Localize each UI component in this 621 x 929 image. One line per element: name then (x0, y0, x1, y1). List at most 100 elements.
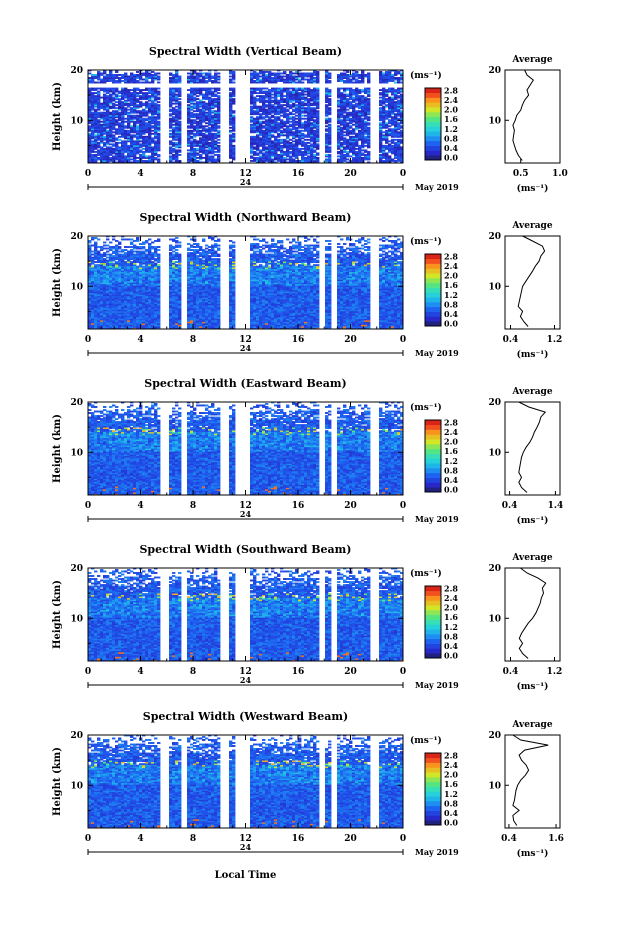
heatmap-cell (289, 74, 293, 76)
heatmap-cell (286, 141, 290, 144)
heatmap-cell (112, 159, 116, 162)
heatmap-cell (136, 110, 140, 113)
heatmap-cell (169, 78, 173, 81)
heatmap-cell (343, 110, 347, 113)
heatmap-cell (379, 126, 383, 129)
heatmap-cell (385, 72, 389, 75)
heatmap-cell (259, 95, 263, 98)
heatmap-cell (364, 129, 368, 132)
heatmap-cell (106, 110, 110, 113)
heatmap-cell (187, 77, 191, 79)
heatmap-cell (124, 77, 128, 79)
heatmap-cell (394, 135, 398, 138)
heatmap-cell (94, 98, 98, 101)
heatmap-cell (190, 153, 194, 156)
heatmap-cell (91, 95, 95, 98)
heatmap-cell (298, 138, 302, 141)
heatmap-cell (148, 111, 152, 114)
heatmap-cell (295, 105, 299, 108)
heatmap-cell (94, 102, 98, 105)
heatmap-cell (367, 98, 371, 101)
heatmap-cell (118, 159, 122, 162)
heatmap-cell (271, 93, 275, 96)
heatmap-cell (352, 123, 356, 126)
heatmap-cell (91, 303, 95, 306)
heatmap-cell (94, 141, 98, 144)
heatmap-cell (394, 129, 398, 132)
heatmap-cell (379, 72, 383, 75)
heatmap-cell (118, 268, 122, 271)
heatmap-cell (199, 125, 203, 128)
heatmap-cell (118, 264, 122, 267)
heatmap-cell (337, 89, 341, 92)
heatmap-cell (205, 135, 209, 138)
heatmap-cell (316, 89, 320, 92)
heatmap-cell (100, 322, 104, 325)
heatmap-cell (112, 295, 116, 298)
heatmap-cell (136, 131, 140, 134)
heatmap-cell (310, 114, 314, 117)
heatmap-cell (268, 108, 272, 111)
heatmap-cell (196, 143, 200, 146)
heatmap-cell (94, 114, 98, 117)
heatmap-cell (379, 144, 383, 147)
heatmap-cell (367, 101, 371, 104)
heatmap-cell (100, 126, 104, 129)
heatmap-cell (136, 137, 140, 140)
heatmap-cell (274, 141, 278, 144)
heatmap-cell (109, 309, 113, 312)
heatmap-cell (328, 81, 332, 84)
heatmap-cell (328, 93, 332, 96)
heatmap-cell (277, 158, 281, 161)
heatmap-cell (394, 126, 398, 129)
heatmap-cell (298, 80, 302, 82)
heatmap-cell (100, 256, 104, 259)
heatmap-cell (193, 129, 197, 132)
heatmap-cell (130, 141, 134, 144)
heatmap-cell (88, 138, 92, 141)
heatmap-cell (313, 155, 317, 158)
heatmap-cell (148, 137, 152, 140)
heatmap-cell (262, 108, 266, 111)
heatmap-cell (115, 250, 119, 253)
heatmap-cell (157, 72, 161, 75)
heatmap-cell (382, 80, 386, 82)
heatmap-cell (277, 126, 281, 129)
heatmap-cell (256, 72, 260, 75)
heatmap-cell (133, 90, 137, 93)
heatmap-cell (193, 155, 197, 158)
heatmap-cell (97, 152, 101, 155)
heatmap-cell (307, 102, 311, 105)
heatmap-cell (115, 255, 119, 258)
heatmap-cell (142, 159, 146, 162)
heatmap-cell (196, 125, 200, 128)
heatmap-cell (400, 129, 404, 132)
heatmap-cell (112, 77, 116, 79)
heatmap-cell (91, 80, 95, 82)
heatmap-cell (178, 125, 182, 128)
heatmap-cell (115, 301, 119, 304)
heatmap-cell (142, 131, 146, 134)
heatmap-cell (100, 315, 104, 318)
heatmap-cell (175, 132, 179, 135)
heatmap-cell (274, 155, 278, 158)
heatmap-cell (346, 123, 350, 126)
heatmap-cell (121, 144, 125, 147)
heatmap-cell (337, 105, 341, 108)
heatmap-cell (136, 161, 140, 164)
heatmap-cell (196, 152, 200, 155)
heatmap-cell (307, 75, 311, 78)
heatmap-cell (256, 107, 260, 110)
heatmap-cell (118, 161, 122, 164)
heatmap-cell (328, 89, 332, 92)
heatmap-cell (214, 87, 218, 90)
heatmap-cell (94, 99, 98, 102)
heatmap-cell (229, 71, 233, 73)
heatmap-cell (379, 75, 383, 78)
heatmap-cell (295, 141, 299, 144)
heatmap-cell (214, 129, 218, 132)
heatmap-cell (100, 283, 104, 286)
heatmap-cell (343, 72, 347, 75)
heatmap-cell (88, 159, 92, 162)
heatmap-cell (211, 144, 215, 147)
